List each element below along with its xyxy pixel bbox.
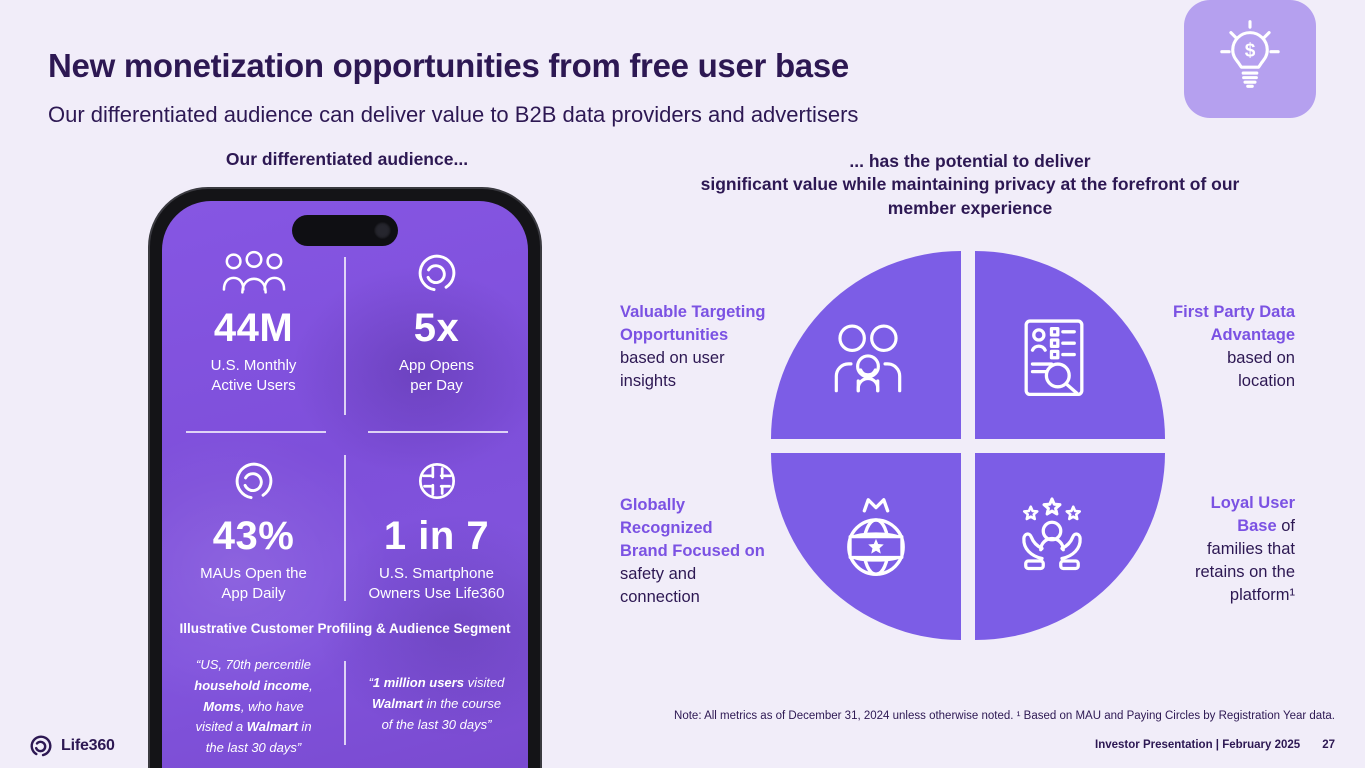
quadrant-label-targeting: Valuable Targeting Opportunities based o… (620, 301, 805, 393)
stat-penetration: 1 in 7 U.S. Smartphone Owners Use Life36… (345, 451, 528, 603)
phone-mockup: 44M U.S. Monthly Active Users 5x App Ope… (148, 187, 542, 768)
life360-logo-icon (227, 451, 281, 511)
stat-app-opens: 5x App Opens per Day (345, 243, 528, 421)
label-rest: safety and connection (620, 565, 700, 606)
quote-segment: Walmart (246, 719, 298, 735)
quote-segment: , who have visited a (195, 698, 304, 735)
document-search-icon (1024, 319, 1084, 396)
stat-value: 1 in 7 (383, 514, 490, 558)
idea-badge: $ (1184, 0, 1316, 118)
brand-logo: Life360 (28, 733, 115, 759)
svg-text:$: $ (1245, 40, 1256, 61)
footer-presentation-label: Investor Presentation | February 2025 (1095, 739, 1301, 751)
label-accent: Globally Recognized Brand Focused on (620, 496, 765, 560)
stat-value: 5x (413, 306, 460, 350)
people-icon (222, 243, 286, 303)
quote-segment: , (309, 677, 313, 693)
quote-segment: Moms (203, 698, 241, 714)
brand-name: Life360 (61, 737, 115, 754)
phone-screen: 44M U.S. Monthly Active Users 5x App Ope… (162, 201, 528, 768)
quote-segment: Walmart (371, 695, 423, 711)
quote-segment: in the course of the last 30 days” (381, 695, 502, 732)
divider (368, 431, 508, 433)
stat-dau: 43% MAUs Open the App Daily (162, 451, 345, 603)
lightbulb-dollar-icon: $ (1220, 20, 1280, 88)
life360-logo-icon (410, 243, 464, 303)
page-number: 27 (1322, 739, 1335, 751)
footnote: Note: All metrics as of December 31, 202… (674, 710, 1335, 722)
quadrant-label-loyal-base: Loyal User Base of families that retains… (1110, 492, 1295, 607)
audience-quote: “US, 70th percentile household income, M… (162, 655, 345, 759)
divider (344, 257, 346, 415)
front-camera-icon (374, 222, 391, 239)
globe-grid-icon (412, 451, 462, 511)
label-accent: Valuable Targeting Opportunities (620, 303, 766, 344)
quote-segment: 1 million users (372, 675, 464, 690)
value-quadrant-circle (771, 251, 1165, 640)
family-icon (834, 324, 902, 393)
quote-segment: “ (368, 675, 373, 690)
divider (186, 431, 326, 433)
stat-label: U.S. Smartphone Owners Use Life360 (368, 565, 505, 602)
quadrant-bottom-right (975, 452, 1165, 640)
stat-label: U.S. Monthly Active Users (210, 357, 297, 394)
right-panel-heading: ... has the potential to deliver signifi… (700, 151, 1240, 218)
quote-segment: visited (467, 675, 505, 690)
page-subtitle: Our differentiated audience can deliver … (48, 102, 859, 127)
audience-quotes: “US, 70th percentile household income, M… (162, 655, 528, 759)
audience-quote: “1 million users visited Walmart in the … (345, 655, 528, 759)
stat-value: 44M (213, 306, 294, 350)
quote-segment: in the last 30 days” (205, 719, 312, 756)
stat-label: MAUs Open the App Daily (200, 565, 307, 602)
label-rest: based on location (1227, 349, 1295, 390)
life360-logo-icon (30, 735, 52, 757)
stat-label: App Opens per Day (398, 357, 475, 394)
audience-stats-grid: 44M U.S. Monthly Active Users 5x App Ope… (162, 243, 528, 603)
quadrant-label-first-party-data: First Party Data Advantage based on loca… (1110, 301, 1295, 393)
hands-user-stars-icon (1022, 497, 1082, 571)
stat-mau: 44M U.S. Monthly Active Users (162, 243, 345, 421)
left-panel-heading: Our differentiated audience... (225, 149, 469, 169)
segment-heading: Illustrative Customer Profiling & Audien… (179, 621, 511, 636)
stat-value: 43% (212, 514, 295, 558)
quote-segment: “US, 70th percentile (196, 657, 311, 672)
footer-right: Investor Presentation | February 2025 27 (1095, 739, 1335, 751)
label-accent: First Party Data Advantage (1173, 303, 1295, 344)
quote-segment: household income (194, 677, 310, 693)
label-accent: Loyal User Base (1210, 494, 1295, 535)
globe-star-banner-icon (847, 498, 905, 577)
divider (344, 455, 346, 601)
divider (344, 661, 346, 745)
label-rest: of families that retains on the platform… (1195, 517, 1295, 604)
label-rest: based on user insights (620, 349, 725, 390)
dynamic-island (292, 215, 398, 246)
quadrant-label-brand: Globally Recognized Brand Focused on saf… (620, 494, 805, 609)
page-title: New monetization opportunities from free… (48, 47, 849, 84)
